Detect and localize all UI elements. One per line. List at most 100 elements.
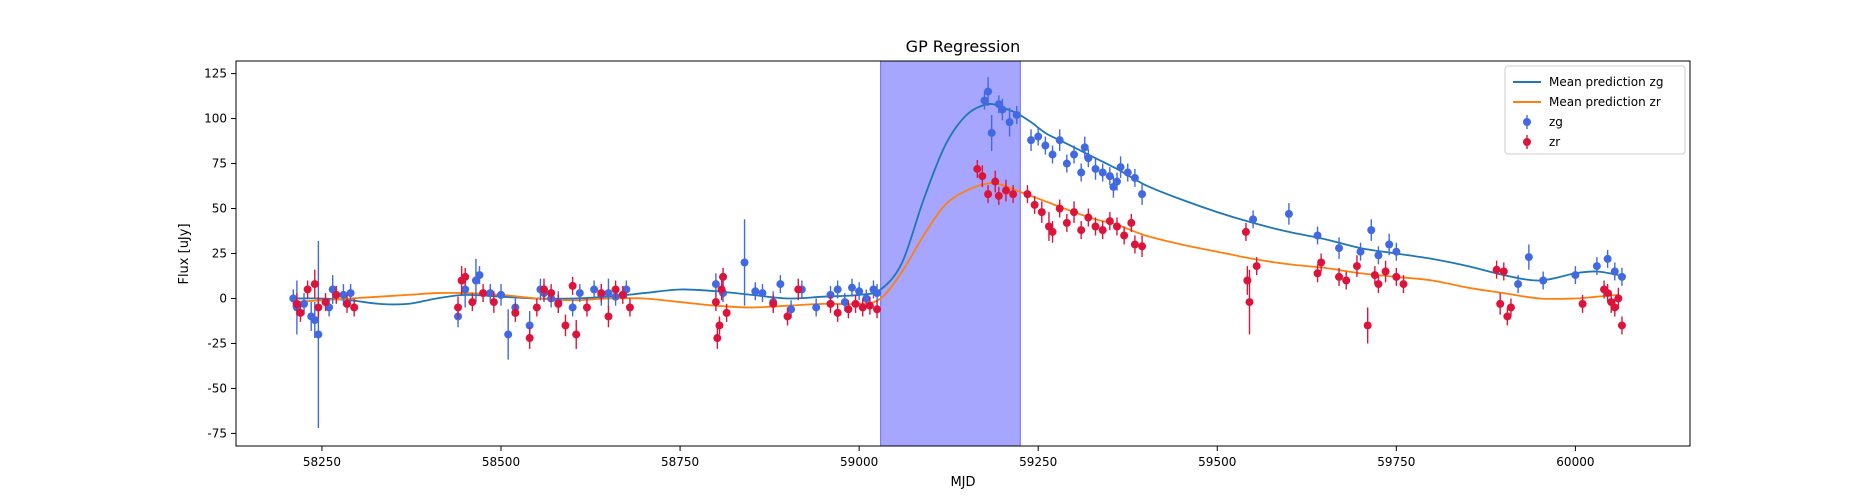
x-tick-label-7: 60000 bbox=[1556, 455, 1594, 469]
data-point-zr-53 bbox=[1023, 190, 1032, 199]
data-point-zr-43 bbox=[858, 303, 867, 312]
data-point-zg-79 bbox=[1367, 226, 1376, 235]
data-point-zg-84 bbox=[1524, 253, 1533, 262]
data-point-zr-45 bbox=[873, 305, 882, 314]
data-point-zr-14 bbox=[489, 298, 498, 307]
data-point-zr-93 bbox=[1603, 289, 1612, 298]
data-point-zr-61 bbox=[1077, 226, 1086, 235]
legend-label-2: zg bbox=[1549, 115, 1563, 129]
data-point-zr-89 bbox=[1503, 312, 1512, 321]
data-point-zg-89 bbox=[1610, 267, 1619, 276]
data-point-zr-39 bbox=[826, 299, 835, 308]
data-point-zg-48 bbox=[980, 96, 989, 105]
data-point-zg-57 bbox=[1041, 141, 1050, 150]
data-point-zg-49 bbox=[984, 87, 993, 96]
data-point-zr-28 bbox=[618, 290, 627, 299]
data-point-zg-81 bbox=[1385, 240, 1394, 249]
data-point-zg-25 bbox=[590, 285, 599, 294]
data-point-zg-24 bbox=[575, 289, 584, 298]
data-point-zr-11 bbox=[461, 272, 470, 281]
legend-swatch-2 bbox=[1523, 118, 1531, 126]
data-point-zg-30 bbox=[711, 280, 720, 289]
highlight-band-layer bbox=[880, 60, 1021, 447]
data-point-zg-80 bbox=[1374, 251, 1383, 260]
data-point-zr-75 bbox=[1313, 269, 1322, 278]
data-point-zg-55 bbox=[1027, 136, 1036, 145]
data-point-zr-95 bbox=[1610, 303, 1619, 312]
legend-label-0: Mean prediction zg bbox=[1549, 75, 1663, 89]
data-point-zr-18 bbox=[539, 285, 548, 294]
data-point-zg-27 bbox=[604, 289, 613, 298]
data-point-zr-68 bbox=[1127, 218, 1136, 227]
y-tick-label-7: 100 bbox=[204, 112, 227, 126]
data-point-zg-66 bbox=[1098, 168, 1107, 177]
y-tick-label-4: 25 bbox=[212, 247, 227, 261]
data-point-zr-40 bbox=[833, 308, 842, 317]
data-point-zg-76 bbox=[1313, 231, 1322, 240]
data-point-zr-5 bbox=[321, 298, 330, 307]
data-point-zr-55 bbox=[1037, 208, 1046, 217]
x-tick-label-4: 59250 bbox=[1019, 455, 1057, 469]
data-point-zg-33 bbox=[751, 287, 760, 296]
data-point-zr-47 bbox=[978, 172, 987, 181]
data-point-zr-70 bbox=[1138, 242, 1147, 251]
x-tick-label-2: 58750 bbox=[661, 455, 699, 469]
data-point-zr-80 bbox=[1363, 321, 1372, 330]
y-tick-label-3: 0 bbox=[219, 291, 227, 305]
data-point-zg-70 bbox=[1116, 163, 1125, 172]
data-point-zg-32 bbox=[740, 258, 749, 267]
series-zg bbox=[289, 77, 1626, 429]
data-point-zr-77 bbox=[1335, 272, 1344, 281]
data-point-zr-3 bbox=[310, 280, 319, 289]
data-point-zr-24 bbox=[582, 303, 591, 312]
data-point-zg-53 bbox=[1005, 118, 1014, 127]
data-point-zr-13 bbox=[479, 289, 488, 298]
data-point-zr-59 bbox=[1062, 218, 1071, 227]
x-tick-label-1: 58500 bbox=[482, 455, 520, 469]
data-point-zg-47 bbox=[873, 289, 882, 298]
data-point-zr-42 bbox=[851, 299, 860, 308]
data-point-zg-77 bbox=[1335, 244, 1344, 253]
data-point-zr-46 bbox=[973, 164, 982, 173]
data-point-zg-88 bbox=[1603, 254, 1612, 263]
data-point-zg-18 bbox=[525, 321, 534, 330]
data-point-zr-83 bbox=[1381, 267, 1390, 276]
data-point-zg-59 bbox=[1055, 136, 1064, 145]
data-point-zr-22 bbox=[568, 281, 577, 290]
x-axis-label: MJD bbox=[950, 475, 975, 490]
data-point-zr-66 bbox=[1112, 222, 1121, 231]
data-point-zg-86 bbox=[1571, 271, 1580, 280]
data-point-zr-32 bbox=[715, 321, 724, 330]
data-point-zr-86 bbox=[1492, 265, 1501, 274]
data-point-zg-69 bbox=[1112, 177, 1121, 186]
data-point-zg-39 bbox=[812, 303, 821, 312]
data-point-zr-41 bbox=[844, 305, 853, 314]
y-tick-label-1: -50 bbox=[207, 381, 227, 395]
data-point-zr-26 bbox=[604, 312, 613, 321]
data-point-zg-72 bbox=[1130, 173, 1139, 182]
x-tick-label-3: 59000 bbox=[840, 455, 878, 469]
data-point-zr-79 bbox=[1352, 262, 1361, 271]
data-point-zg-61 bbox=[1070, 150, 1079, 159]
data-point-zg-34 bbox=[758, 289, 767, 298]
data-point-zg-2 bbox=[300, 299, 309, 308]
data-point-zr-67 bbox=[1120, 231, 1129, 240]
data-point-zr-63 bbox=[1091, 222, 1100, 231]
data-point-zg-62 bbox=[1077, 168, 1086, 177]
x-tick-label-0: 58250 bbox=[303, 455, 341, 469]
data-point-zr-50 bbox=[994, 191, 1003, 200]
data-point-zr-8 bbox=[350, 303, 359, 312]
data-point-zr-90 bbox=[1506, 303, 1515, 312]
data-point-zr-36 bbox=[769, 299, 778, 308]
data-point-zg-50 bbox=[987, 128, 996, 137]
data-point-zg-42 bbox=[840, 298, 849, 307]
data-point-zg-78 bbox=[1356, 247, 1365, 256]
data-point-zg-73 bbox=[1138, 190, 1147, 199]
y-axis-label: Flux [uJy] bbox=[177, 223, 192, 284]
y-tick-label-2: -25 bbox=[207, 336, 227, 350]
legend-label-1: Mean prediction zr bbox=[1549, 95, 1661, 109]
x-tick-label-5: 59500 bbox=[1198, 455, 1236, 469]
data-point-zg-71 bbox=[1123, 168, 1132, 177]
y-tick-label-5: 50 bbox=[212, 202, 227, 216]
data-point-zr-71 bbox=[1241, 227, 1250, 236]
